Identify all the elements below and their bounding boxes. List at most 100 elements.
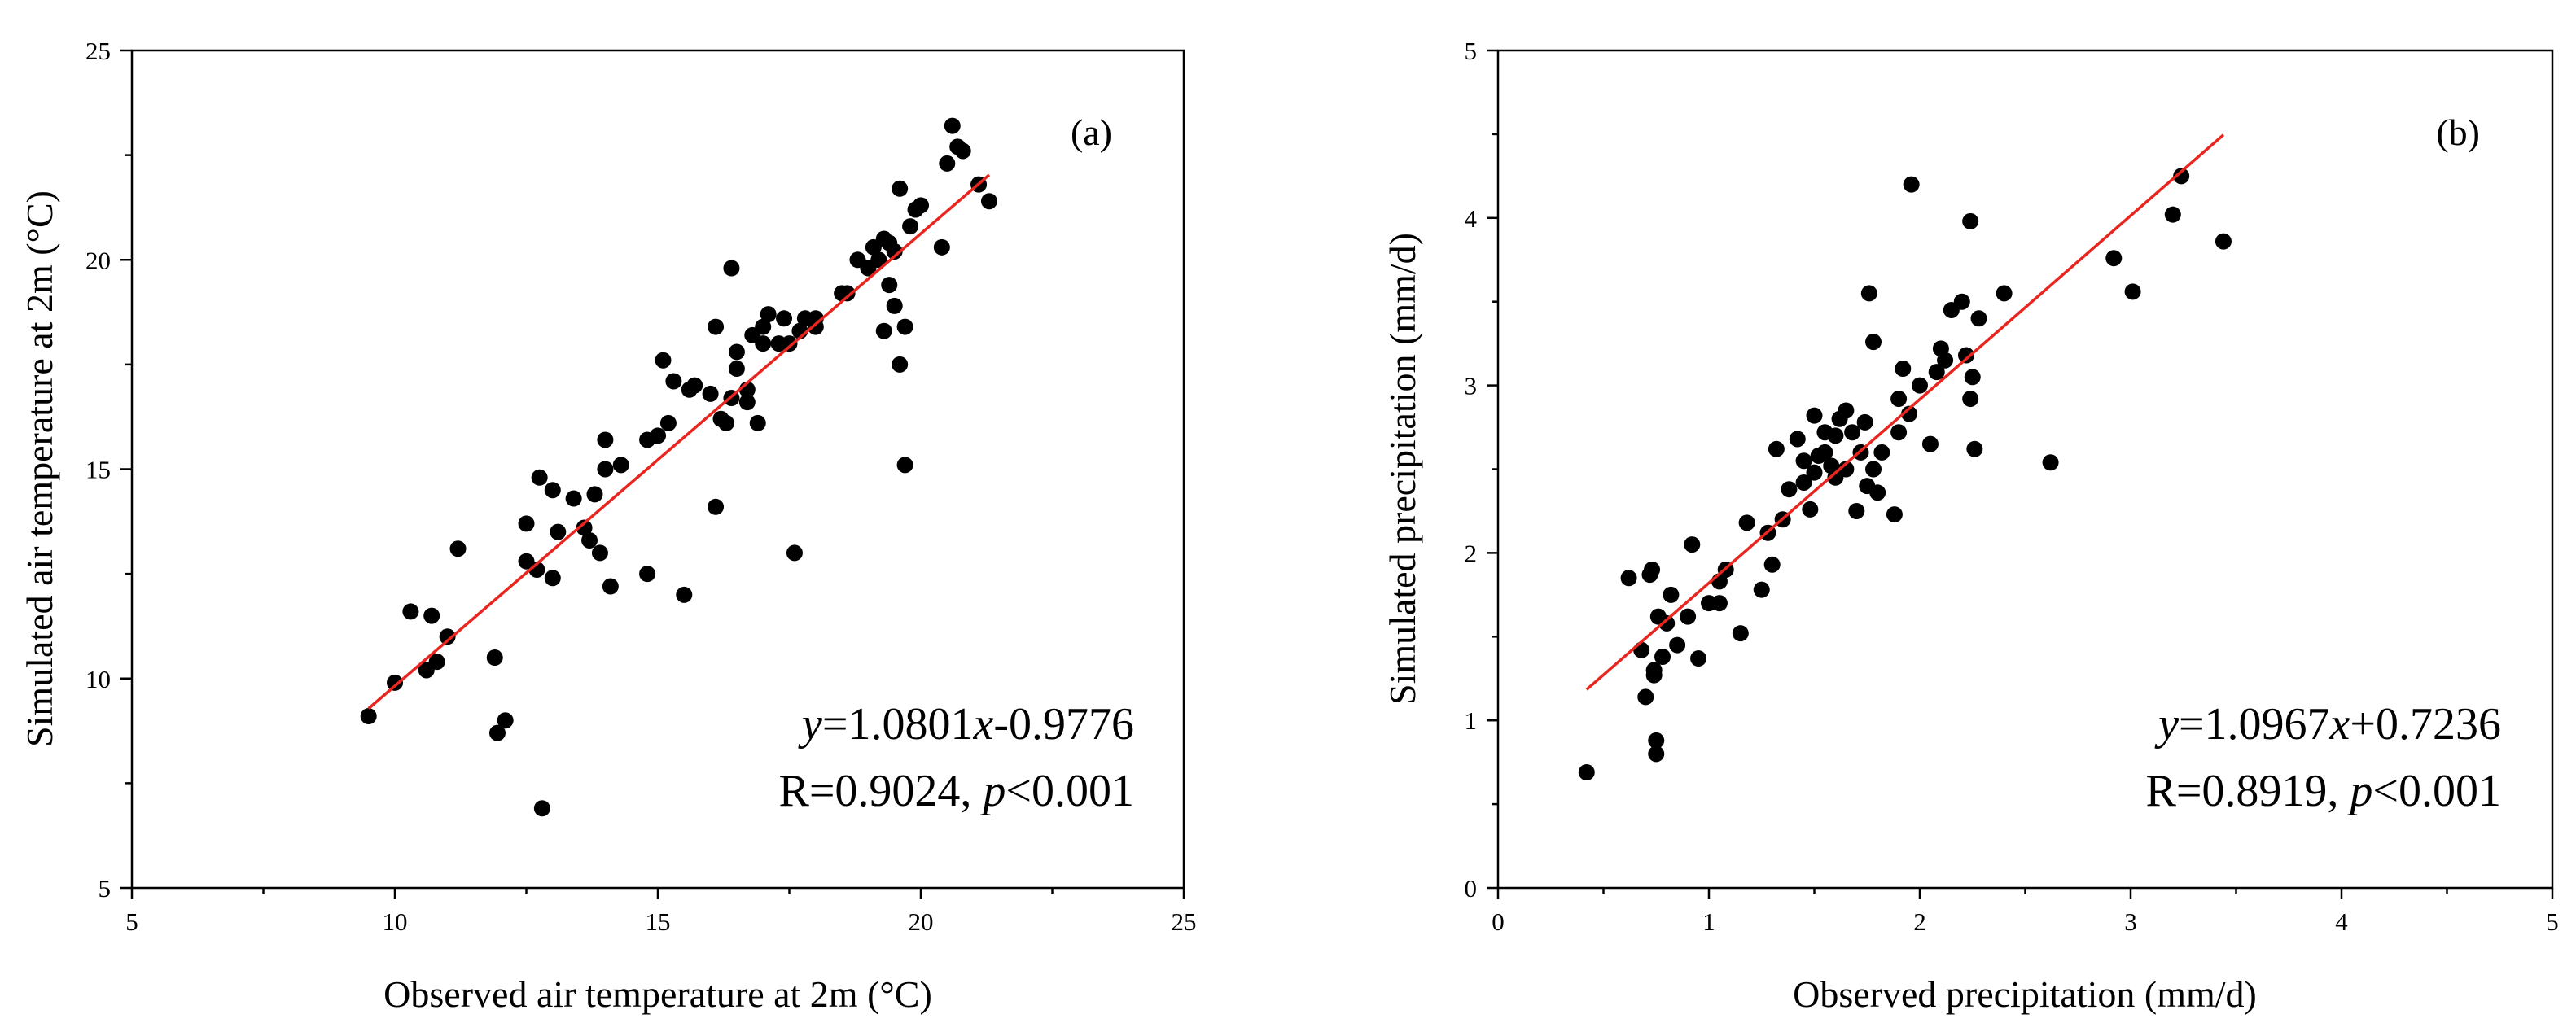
panel-a-data-point bbox=[533, 800, 550, 817]
panel-a-data-point bbox=[686, 377, 703, 394]
panel-b-x-tick-label: 5 bbox=[2546, 907, 2559, 936]
panel-a-data-point bbox=[544, 482, 561, 499]
panel-b-data-point bbox=[1964, 369, 1981, 386]
panel-a-data-point bbox=[881, 277, 898, 294]
panel-a-y-tick-label: 25 bbox=[85, 37, 111, 65]
panel-b-x-axis-label: Observed precipitation (mm/d) bbox=[1793, 973, 2257, 1015]
panel-b-data-point bbox=[1654, 648, 1671, 665]
panel-b-data-point bbox=[1928, 364, 1945, 381]
panel-b-eq-x: x bbox=[2329, 699, 2350, 750]
panel-b-data-point bbox=[1806, 464, 1823, 481]
panel-a-data-point bbox=[892, 180, 909, 197]
panel-a-eq-intercept: -0.9776 bbox=[993, 699, 1134, 750]
panel-b-x-tick-label: 1 bbox=[1702, 907, 1715, 936]
panel-a-x-axis-label: Observed air temperature at 2m (°C) bbox=[383, 973, 932, 1015]
panel-a-data-point bbox=[387, 674, 403, 691]
panel-b-data-point bbox=[1869, 484, 1886, 501]
panel-a-data-point bbox=[886, 297, 903, 314]
panel-b-data-point bbox=[1838, 461, 1855, 478]
panel-b-data-point bbox=[1648, 745, 1665, 763]
panel-b-data-point bbox=[1768, 440, 1785, 457]
panel-a-data-point bbox=[954, 142, 971, 160]
panel-b-data-point bbox=[2173, 168, 2190, 185]
panel-a-p-value: <0.001 bbox=[1005, 766, 1134, 816]
panel-b-x-tick-label: 3 bbox=[2124, 907, 2137, 936]
panel-a-data-point bbox=[902, 218, 919, 235]
panel-b-data-point bbox=[1645, 667, 1663, 684]
panel-b-data-point bbox=[1658, 614, 1676, 632]
panel-a-data-point bbox=[591, 544, 608, 562]
panel-b-data-point bbox=[1795, 452, 1812, 470]
panel-b-data-point bbox=[1912, 377, 1928, 394]
panel-a-label: (a) bbox=[1071, 111, 1112, 153]
panel-a-x-tick-label: 5 bbox=[125, 907, 138, 936]
panel-b-data-point bbox=[2042, 454, 2059, 471]
panel-a-data-point bbox=[518, 515, 535, 532]
panel-b-data-point bbox=[1903, 176, 1920, 193]
panel-a-data-point bbox=[728, 343, 745, 361]
panel-a-data-point bbox=[728, 361, 745, 378]
panel-a-data-point bbox=[439, 628, 456, 645]
panel-a-data-point bbox=[933, 238, 950, 256]
panel-a-data-point bbox=[449, 540, 467, 557]
panel-b-data-point bbox=[1890, 424, 1908, 441]
panel-b-data-point bbox=[1890, 391, 1908, 408]
panel-a-eq-y: y bbox=[798, 699, 822, 750]
panel-a-data-point bbox=[723, 260, 740, 277]
panel-b-data-point bbox=[1996, 285, 2013, 302]
panel-b-data-point bbox=[1844, 424, 1861, 441]
panel-a-data-point bbox=[428, 654, 445, 671]
panel-a-data-point bbox=[639, 566, 656, 583]
panel-a-x-tick-label: 25 bbox=[1172, 907, 1197, 936]
panel-a-data-point bbox=[360, 708, 377, 725]
panel-b-data-point bbox=[1637, 688, 1654, 706]
panel-b-data-point bbox=[1644, 561, 1661, 578]
panel-b-data-point bbox=[1620, 570, 1637, 587]
panel-b-data-point bbox=[1848, 502, 1865, 519]
panel-a-x-tick-label: 15 bbox=[646, 907, 671, 936]
panel-b-data-point bbox=[2124, 283, 2141, 300]
panel-b-data-point bbox=[1970, 310, 1987, 327]
panel-a-axes-frame bbox=[130, 49, 1185, 890]
panel-a-data-point bbox=[939, 155, 956, 172]
panel-b-data-point bbox=[1690, 650, 1707, 667]
panel-b-data-point bbox=[1886, 506, 1903, 523]
panel-a-data-point bbox=[944, 117, 961, 134]
panel-b-data-point bbox=[1732, 625, 1749, 642]
panel-a-data-point bbox=[665, 373, 682, 390]
panel-a-data-point bbox=[755, 335, 772, 352]
panel-a-data-point bbox=[839, 285, 856, 302]
panel-b-data-point bbox=[1953, 293, 1970, 310]
panel-b-r-value: R=0.8919, bbox=[2145, 766, 2350, 816]
panel-a-data-point bbox=[781, 335, 798, 352]
panel-b-data-point bbox=[1789, 431, 1806, 448]
panel-b-data-point bbox=[1966, 440, 1983, 457]
panel-a-data-point bbox=[875, 322, 892, 339]
panel-b-p-symbol: p bbox=[2346, 766, 2372, 816]
panel-b-data-point bbox=[2215, 233, 2232, 250]
panel-b-y-tick-label: 1 bbox=[1465, 706, 1478, 735]
panel-a-ticks: 5 10 15 20 25 5 10 15 20 25 bbox=[85, 37, 1197, 936]
panel-b-y-tick-label: 5 bbox=[1465, 37, 1478, 65]
panel-b-data-point bbox=[1663, 586, 1680, 603]
panel-b-data-point bbox=[1802, 501, 1819, 518]
panel-a-y-tick-label: 5 bbox=[99, 874, 112, 903]
panel-a-p-symbol: p bbox=[979, 766, 1005, 816]
panel-b-data-point bbox=[1838, 402, 1855, 419]
panel-b-data-point bbox=[1806, 407, 1823, 424]
panel-b-data-point bbox=[1895, 361, 1912, 378]
panel-a-data-point bbox=[870, 251, 887, 269]
panel-b-ticks: 0 1 2 3 4 5 0 1 2 3 4 5 bbox=[1465, 37, 2559, 936]
panel-b-data-point bbox=[1578, 763, 1595, 780]
panel-b-p-value: <0.001 bbox=[2372, 766, 2501, 816]
panel-a-data-point bbox=[708, 318, 725, 335]
panel-a-data-point bbox=[708, 498, 725, 515]
panel-a-y-axis-label: Simulated air temperature at 2m (°C) bbox=[19, 190, 60, 747]
panel-b-data-point bbox=[1753, 581, 1770, 598]
panel-a-data-point bbox=[544, 570, 561, 587]
panel-a-data-point bbox=[597, 431, 614, 448]
panel-a-stats: R=0.9024, p<0.001 bbox=[778, 766, 1134, 816]
panel-a-equation: y=1.0801x-0.9776 bbox=[798, 699, 1134, 750]
